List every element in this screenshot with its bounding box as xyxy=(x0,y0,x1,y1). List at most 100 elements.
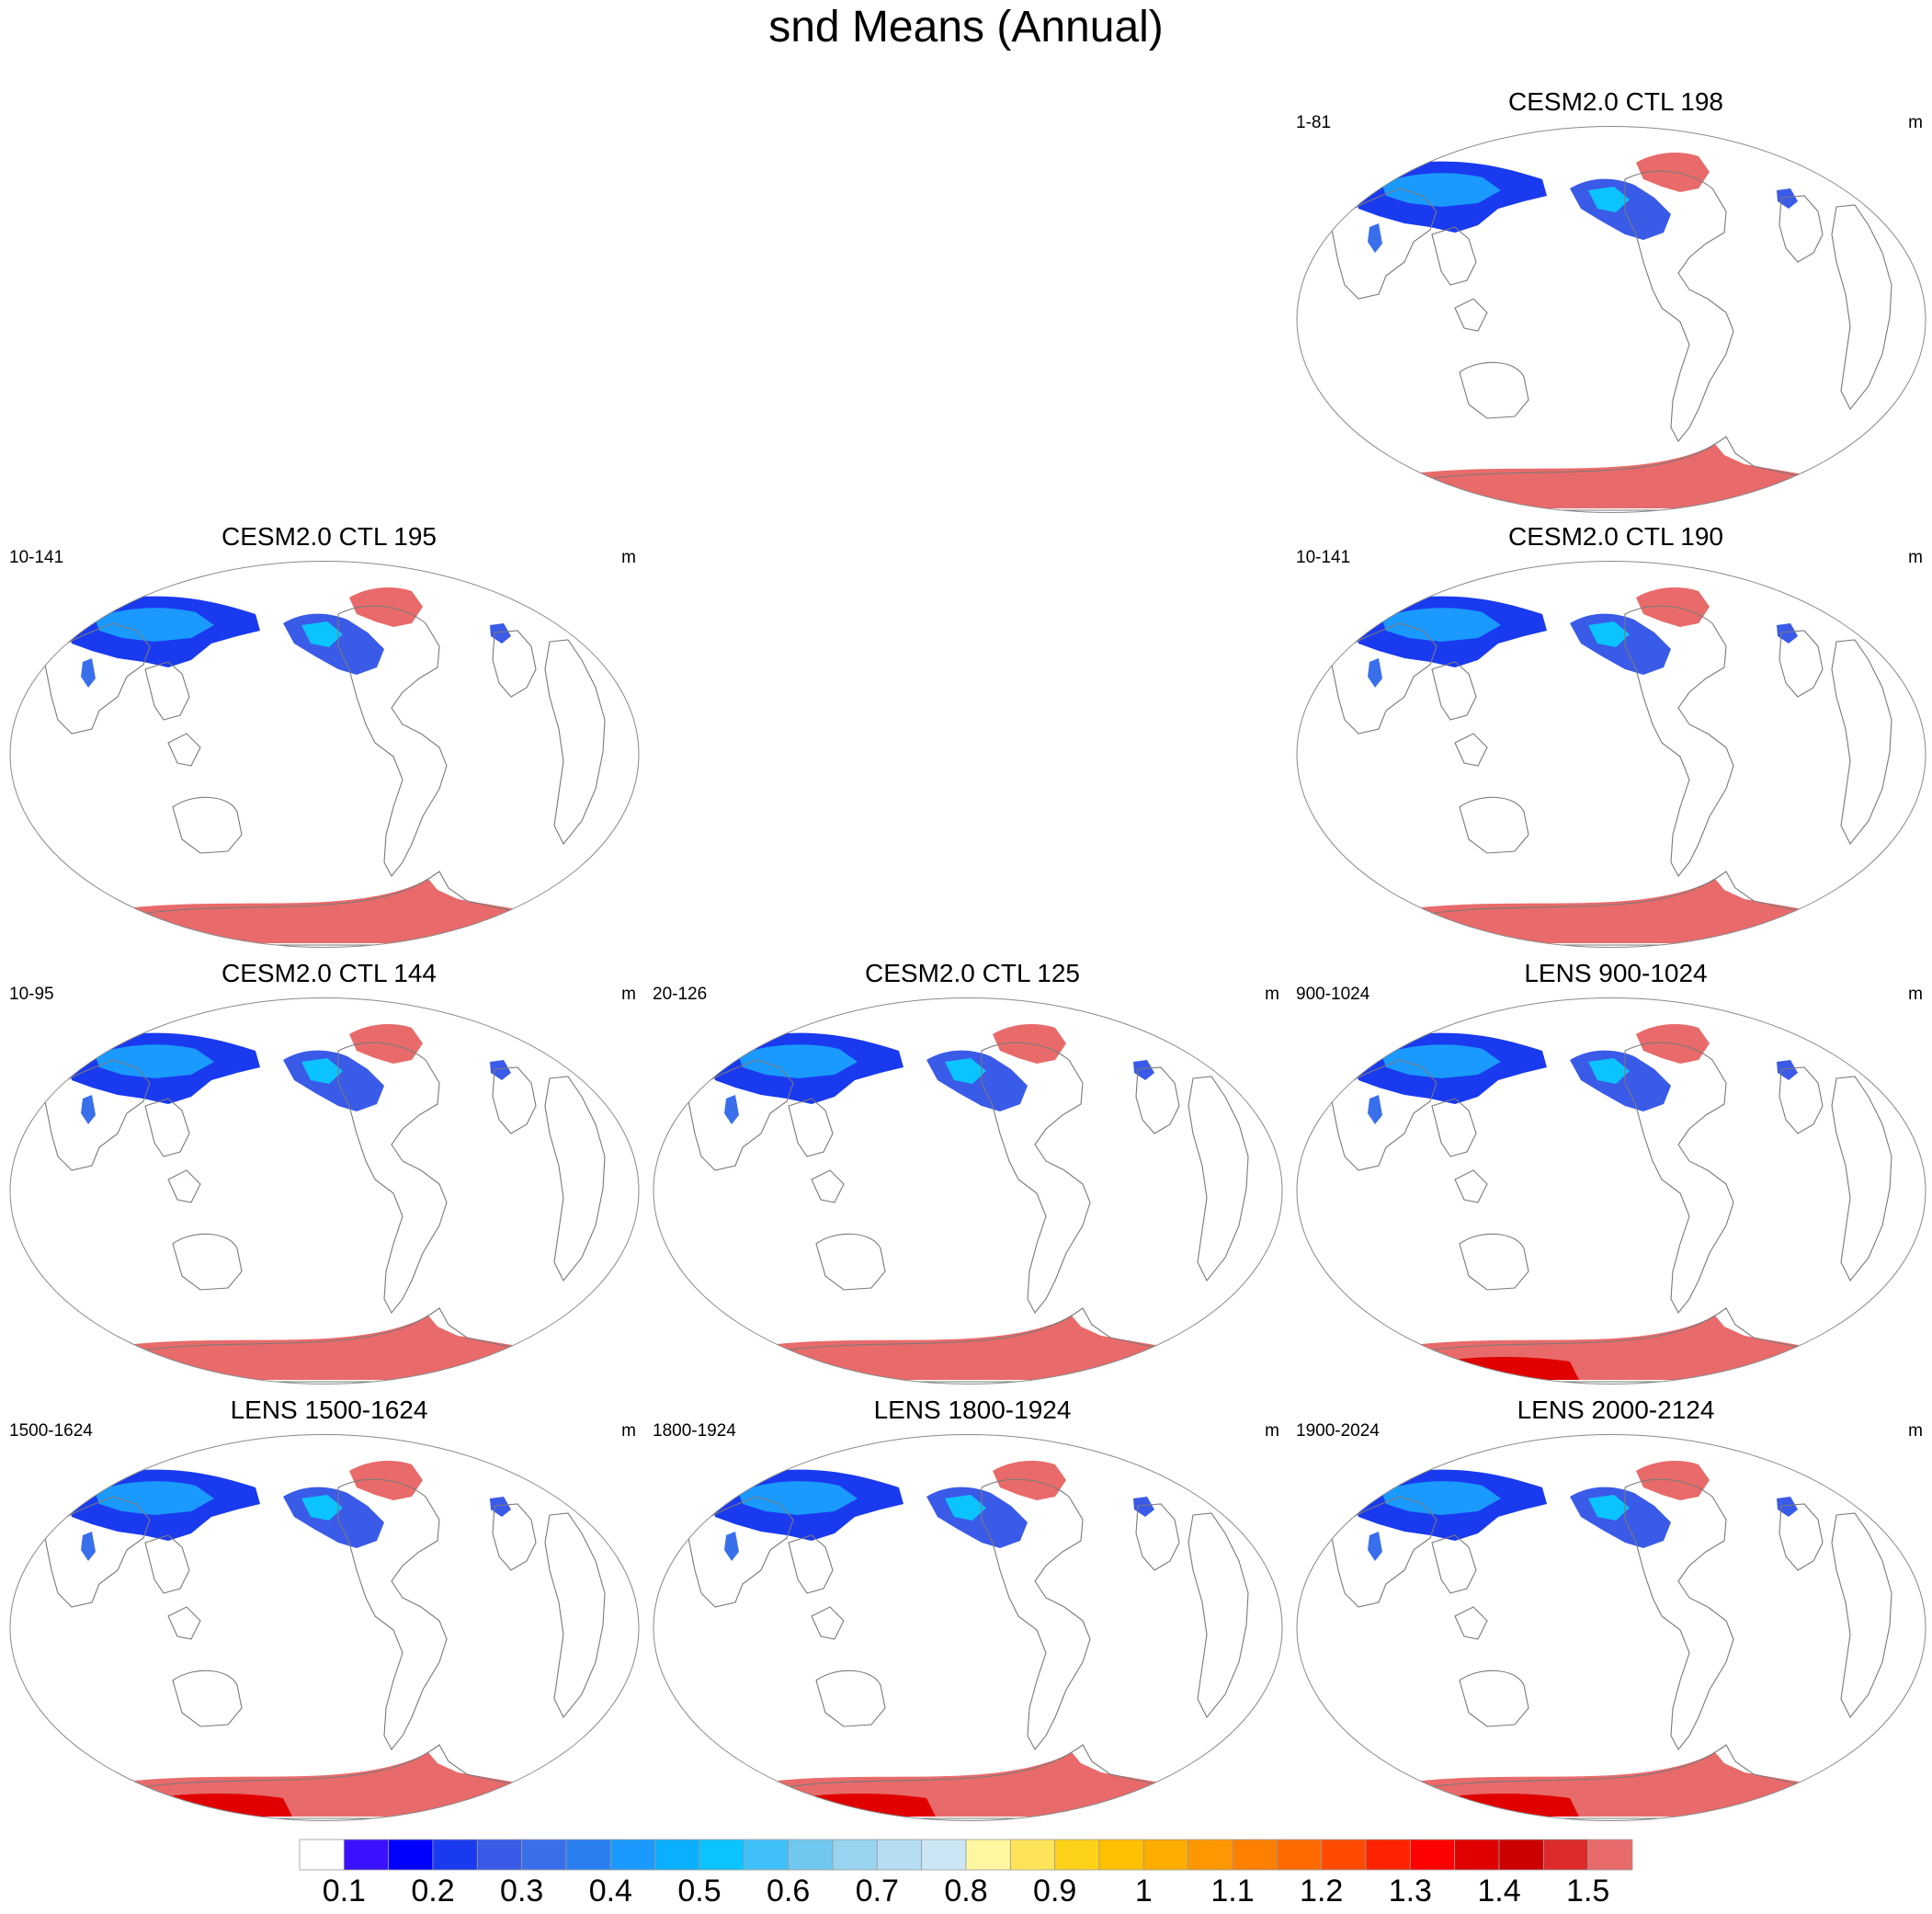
coastline xyxy=(492,630,537,698)
coastline xyxy=(1459,1669,1529,1727)
snow-depth-region xyxy=(1570,613,1671,675)
coastline xyxy=(1881,178,1913,222)
snow-depth-region xyxy=(1133,1060,1154,1080)
coastline xyxy=(815,1233,886,1291)
panel-units: m xyxy=(621,1421,636,1441)
coastline xyxy=(1404,871,1847,946)
coastline xyxy=(167,733,201,767)
snow-depth-region xyxy=(490,623,511,644)
snow-depth-region xyxy=(1570,1487,1671,1548)
panel-run-range: 10-141 xyxy=(9,548,64,567)
coastline xyxy=(117,1307,561,1383)
snow-depth-region xyxy=(490,1060,511,1080)
colorbar-swatch xyxy=(1232,1839,1278,1871)
map-canvas xyxy=(653,997,1283,1384)
snow-depth-region xyxy=(1133,1497,1154,1517)
colorbar-swatch xyxy=(921,1839,967,1871)
colorbar-swatch xyxy=(432,1839,478,1871)
map-panel: CESM2.0 CTL 195 10-141 m xyxy=(7,522,651,954)
snow-depth-region xyxy=(1381,608,1501,642)
map-canvas xyxy=(9,997,640,1384)
coastline xyxy=(1624,170,1734,442)
coastline xyxy=(1624,1042,1734,1314)
map-border xyxy=(1296,1434,1926,1821)
map-panel: LENS 1800-1924 1800-1924 m xyxy=(651,1396,1294,1828)
coastline xyxy=(544,1512,606,1719)
map-canvas xyxy=(1296,561,1926,948)
coastline xyxy=(1454,1169,1488,1203)
map-field xyxy=(43,1023,626,1383)
colorbar-tick-label: 0.9 xyxy=(1033,1874,1076,1908)
snow-depth-region xyxy=(1588,187,1630,212)
map-canvas xyxy=(1296,1434,1926,1821)
snow-depth-region xyxy=(1397,879,1846,943)
snow-depth-region xyxy=(1777,1060,1798,1080)
colorbar-tick-label: 0.1 xyxy=(323,1874,366,1908)
colorbar-tick-label: 0.4 xyxy=(589,1874,632,1908)
panel-run-range: 10-95 xyxy=(9,985,54,1004)
colorbar-tick-label: 0.3 xyxy=(500,1874,543,1908)
snow-depth-region xyxy=(1570,1050,1671,1111)
map-panel: LENS 1500-1624 1500-1624 m xyxy=(7,1396,651,1828)
snow-depth-region xyxy=(1397,1752,1846,1817)
panel-run-range: 1-81 xyxy=(1296,113,1332,132)
panel-units: m xyxy=(1265,1421,1279,1441)
coastline xyxy=(1188,1076,1249,1282)
colorbar-swatch xyxy=(1498,1839,1544,1871)
coastline xyxy=(1881,613,1913,656)
colorbar-swatch xyxy=(521,1839,567,1871)
colorbar-tick-label: 1.4 xyxy=(1477,1874,1520,1908)
snow-depth-region xyxy=(110,1752,559,1817)
panel-title: CESM2.0 CTL 198 xyxy=(1508,87,1723,116)
coastline xyxy=(811,1169,845,1203)
map-field xyxy=(1330,1460,1913,1819)
colorbar-swatch xyxy=(1454,1839,1500,1871)
map-field xyxy=(1330,587,1913,946)
snow-depth-region xyxy=(1427,1357,1579,1380)
colorbar-tick-label: 1.2 xyxy=(1300,1874,1343,1908)
snow-depth-region xyxy=(1588,1058,1630,1084)
coastline xyxy=(492,1503,537,1571)
map-canvas xyxy=(9,561,640,948)
panel-title: LENS 1800-1924 xyxy=(873,1396,1072,1424)
coastline xyxy=(172,1669,243,1727)
snow-depth-region xyxy=(724,1532,739,1561)
colorbar-tick-label: 0.5 xyxy=(677,1874,721,1908)
coastline xyxy=(1404,1307,1847,1383)
coastline xyxy=(544,1076,606,1282)
snow-depth-region xyxy=(1368,1095,1382,1124)
panel-units: m xyxy=(621,548,636,567)
map-border xyxy=(9,1434,640,1821)
coastline xyxy=(595,1487,626,1530)
snow-depth-region xyxy=(301,621,343,647)
coastline xyxy=(1459,361,1529,419)
coastline xyxy=(981,1478,1091,1750)
map-border xyxy=(1296,997,1926,1384)
coastline xyxy=(1431,1098,1477,1157)
coastline xyxy=(1831,204,1892,411)
coastline xyxy=(1188,1512,1249,1719)
coastline xyxy=(760,1307,1204,1383)
coastline xyxy=(1881,1487,1913,1530)
map-panel: CESM2.0 CTL 144 10-95 m xyxy=(7,959,651,1391)
colorbar-swatch xyxy=(388,1839,434,1871)
snow-depth-region xyxy=(1777,1497,1798,1517)
coastline xyxy=(1881,1050,1913,1093)
coastline xyxy=(1431,661,1477,721)
figure-title: snd Means (Annual) xyxy=(768,3,1164,51)
coastline xyxy=(1404,1744,1847,1819)
snow-depth-region xyxy=(283,1050,384,1111)
snow-depth-region xyxy=(926,1487,1028,1548)
snow-depth-region xyxy=(1777,623,1798,644)
panel-units: m xyxy=(1908,985,1923,1004)
coastline xyxy=(167,1169,201,1203)
map-border xyxy=(653,997,1283,1384)
colorbar-swatch xyxy=(343,1839,390,1871)
snow-depth-region xyxy=(1381,1044,1501,1078)
coastline xyxy=(1454,733,1488,767)
snow-depth-region xyxy=(95,1044,214,1078)
coastline xyxy=(811,1606,845,1640)
coastline xyxy=(981,1042,1091,1314)
colorbar-swatch xyxy=(565,1839,611,1871)
map-border xyxy=(9,561,640,948)
